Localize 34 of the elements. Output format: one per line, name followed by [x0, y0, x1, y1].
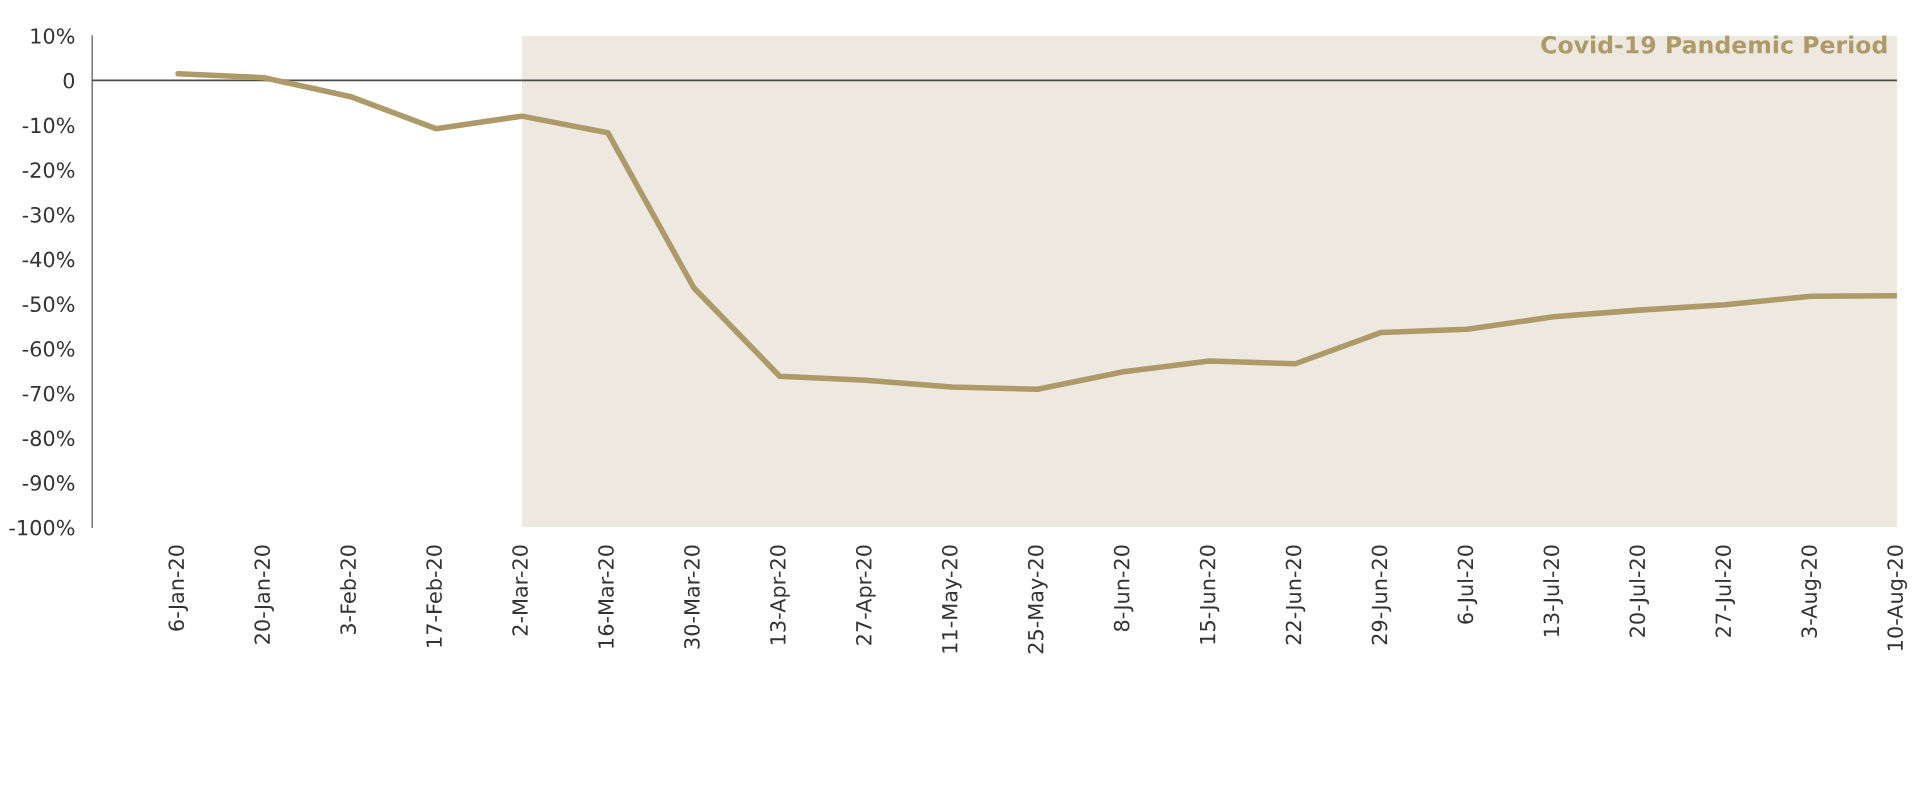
x-tick-label: 27-Apr-20 [855, 545, 876, 645]
x-tick-label: 27-Jul-20 [1714, 545, 1735, 637]
x-tick-label: 20-Jan-20 [254, 545, 274, 644]
x-tick-label: 22-Jun-20 [1285, 545, 1306, 645]
x-tick-label: 11-May-20 [941, 545, 962, 653]
x-tick-label: 29-Jun-20 [1371, 545, 1392, 645]
y-tick-label: -60% [22, 341, 75, 357]
x-tick-label: 20-Jul-20 [1629, 545, 1650, 637]
x-tick-label: 8-Jun-20 [1113, 545, 1134, 632]
x-tick-label: 16-Mar-20 [598, 545, 614, 648]
x-tick-label: 17-Feb-20 [425, 545, 442, 647]
y-tick-label: -30% [22, 206, 75, 223]
x-tick-label: 6-Jul-20 [1457, 545, 1478, 624]
x-tick-label: 3-Aug-20 [1801, 545, 1822, 638]
y-tick-label: -20% [22, 162, 75, 178]
y-tick-label: -40% [22, 251, 75, 268]
y-tick-label: -50% [22, 296, 75, 313]
y-tick-label: -70% [22, 385, 75, 402]
x-tick-label: 10-Aug-20 [1887, 545, 1908, 650]
x-tick-label: 15-Jun-20 [1199, 545, 1220, 644]
x-tick-label: 25-May-20 [1027, 545, 1048, 654]
y-tick-label: 10% [31, 28, 75, 44]
x-tick-label: 2-Mar-20 [512, 545, 528, 636]
x-tick-label: 30-Mar-20 [684, 545, 700, 649]
y-tick-label: -100% [9, 519, 75, 536]
x-tick-label: 6-Jan-20 [168, 545, 189, 631]
x-tick-label: 3-Feb-20 [339, 545, 357, 635]
y-tick-label: -10% [22, 117, 75, 134]
y-tick-label: -80% [22, 430, 75, 447]
x-tick-label: 13-Jul-20 [1543, 545, 1564, 637]
x-tick-label: 13-Apr-20 [769, 545, 790, 645]
y-tick-label: 0 [63, 72, 75, 89]
y-tick-label: -90% [22, 475, 75, 491]
band-label: Covid-19 Pandemic Period [1541, 35, 1887, 54]
